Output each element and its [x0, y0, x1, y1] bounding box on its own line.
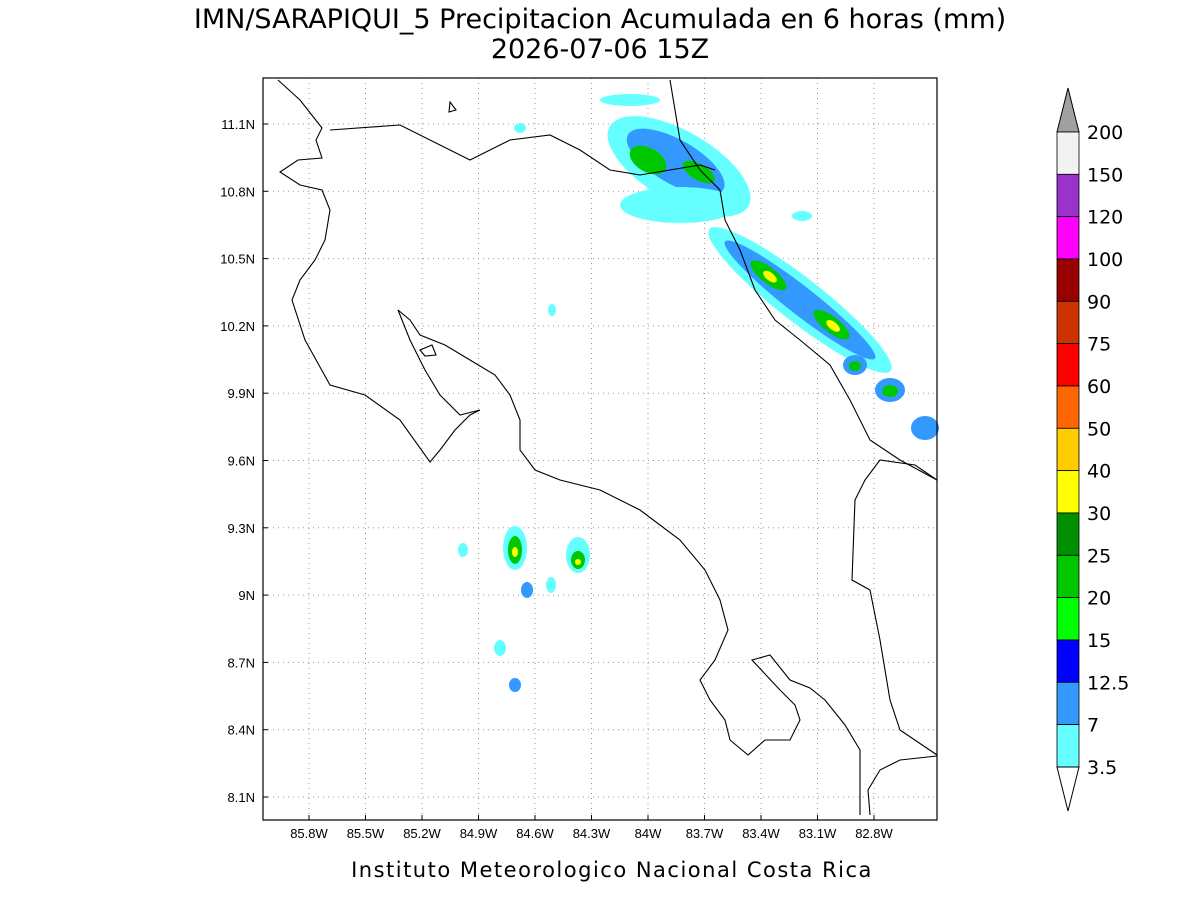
coastline: [277, 79, 938, 816]
colorbar-label: 12.5: [1087, 672, 1129, 694]
lat-label: 8.4N: [228, 723, 255, 738]
grid: 85.8W 85.5W 85.2W 84.9W 84.6W 84.3W 84W 83.7W 83…: [220, 78, 937, 841]
colorbar-box: [1056, 258, 1080, 302]
footer: Instituto Meteorologico Nacional Costa R…: [351, 858, 873, 882]
lon-label: 84.9W: [460, 826, 498, 841]
colorbar-label: 40: [1087, 461, 1111, 483]
colorbar-label: 15: [1087, 630, 1111, 652]
colorbar-box: [1056, 470, 1080, 514]
lon-label: 83.7W: [686, 826, 724, 841]
colorbar-box: [1056, 639, 1080, 683]
colorbar-box: [1056, 131, 1080, 175]
map-frame: [262, 77, 938, 821]
lat-label: 9N: [238, 588, 255, 603]
lon-label: 83.1W: [799, 826, 837, 841]
lon-label: 85.2W: [403, 826, 441, 841]
lat-label: 10.8N: [220, 184, 255, 199]
lon-label: 84.3W: [573, 826, 611, 841]
lon-label: 82.8W: [855, 826, 893, 841]
lat-label: 9.3N: [228, 521, 255, 536]
colorbar-label: 25: [1087, 545, 1111, 567]
colorbar-under: [1056, 766, 1080, 812]
colorbar-box: [1056, 343, 1080, 387]
colorbar-box: [1056, 385, 1080, 429]
lat-label: 8.1N: [228, 790, 255, 805]
lat-label: 11.1N: [221, 117, 255, 132]
lon-label: 84W: [635, 826, 662, 841]
subtitle: 2026-07-06 15Z: [491, 34, 709, 65]
colorbar-box: [1056, 427, 1080, 472]
colorbar-box: [1056, 300, 1080, 345]
precipitation: [458, 94, 939, 692]
lat-label: 9.9N: [228, 386, 255, 401]
colorbar-label: 50: [1087, 418, 1111, 440]
colorbar-box: [1056, 724, 1080, 768]
colorbar-label: 30: [1087, 503, 1111, 525]
lat-label: 10.2N: [220, 319, 255, 334]
colorbar-box: [1056, 597, 1080, 641]
lat-label: 10.5N: [220, 252, 255, 267]
colorbar-label: 150: [1087, 164, 1123, 186]
colorbar-label: 7: [1087, 715, 1099, 737]
colorbar-label: 75: [1087, 334, 1111, 356]
colorbar-label: 120: [1087, 207, 1123, 229]
colorbar-box: [1056, 216, 1080, 260]
lon-label: 84.6W: [516, 826, 554, 841]
colorbar-label: 3.5: [1087, 757, 1117, 779]
colorbar-over: [1056, 87, 1080, 133]
colorbar: 200 150 120 100 90 75 60 50 40 30 25 20 15 12.5 7 3.5: [1056, 87, 1129, 812]
colorbar-label: 90: [1087, 291, 1111, 313]
colorbar-label: 20: [1087, 588, 1111, 610]
colorbar-label: 100: [1087, 249, 1123, 271]
lat-label: 8.7N: [228, 655, 255, 670]
title: IMN/SARAPIQUI_5 Precipitacion Acumulada …: [194, 4, 1006, 35]
colorbar-label: 60: [1087, 376, 1111, 398]
colorbar-box: [1056, 554, 1080, 599]
colorbar-box: [1056, 173, 1080, 218]
lon-label: 83.4W: [742, 826, 780, 841]
colorbar-box: [1056, 512, 1080, 556]
lon-label: 85.5W: [347, 826, 385, 841]
colorbar-box: [1056, 681, 1080, 726]
colorbar-label: 200: [1087, 122, 1123, 144]
lat-label: 9.6N: [228, 454, 255, 469]
lon-label: 85.8W: [290, 826, 328, 841]
